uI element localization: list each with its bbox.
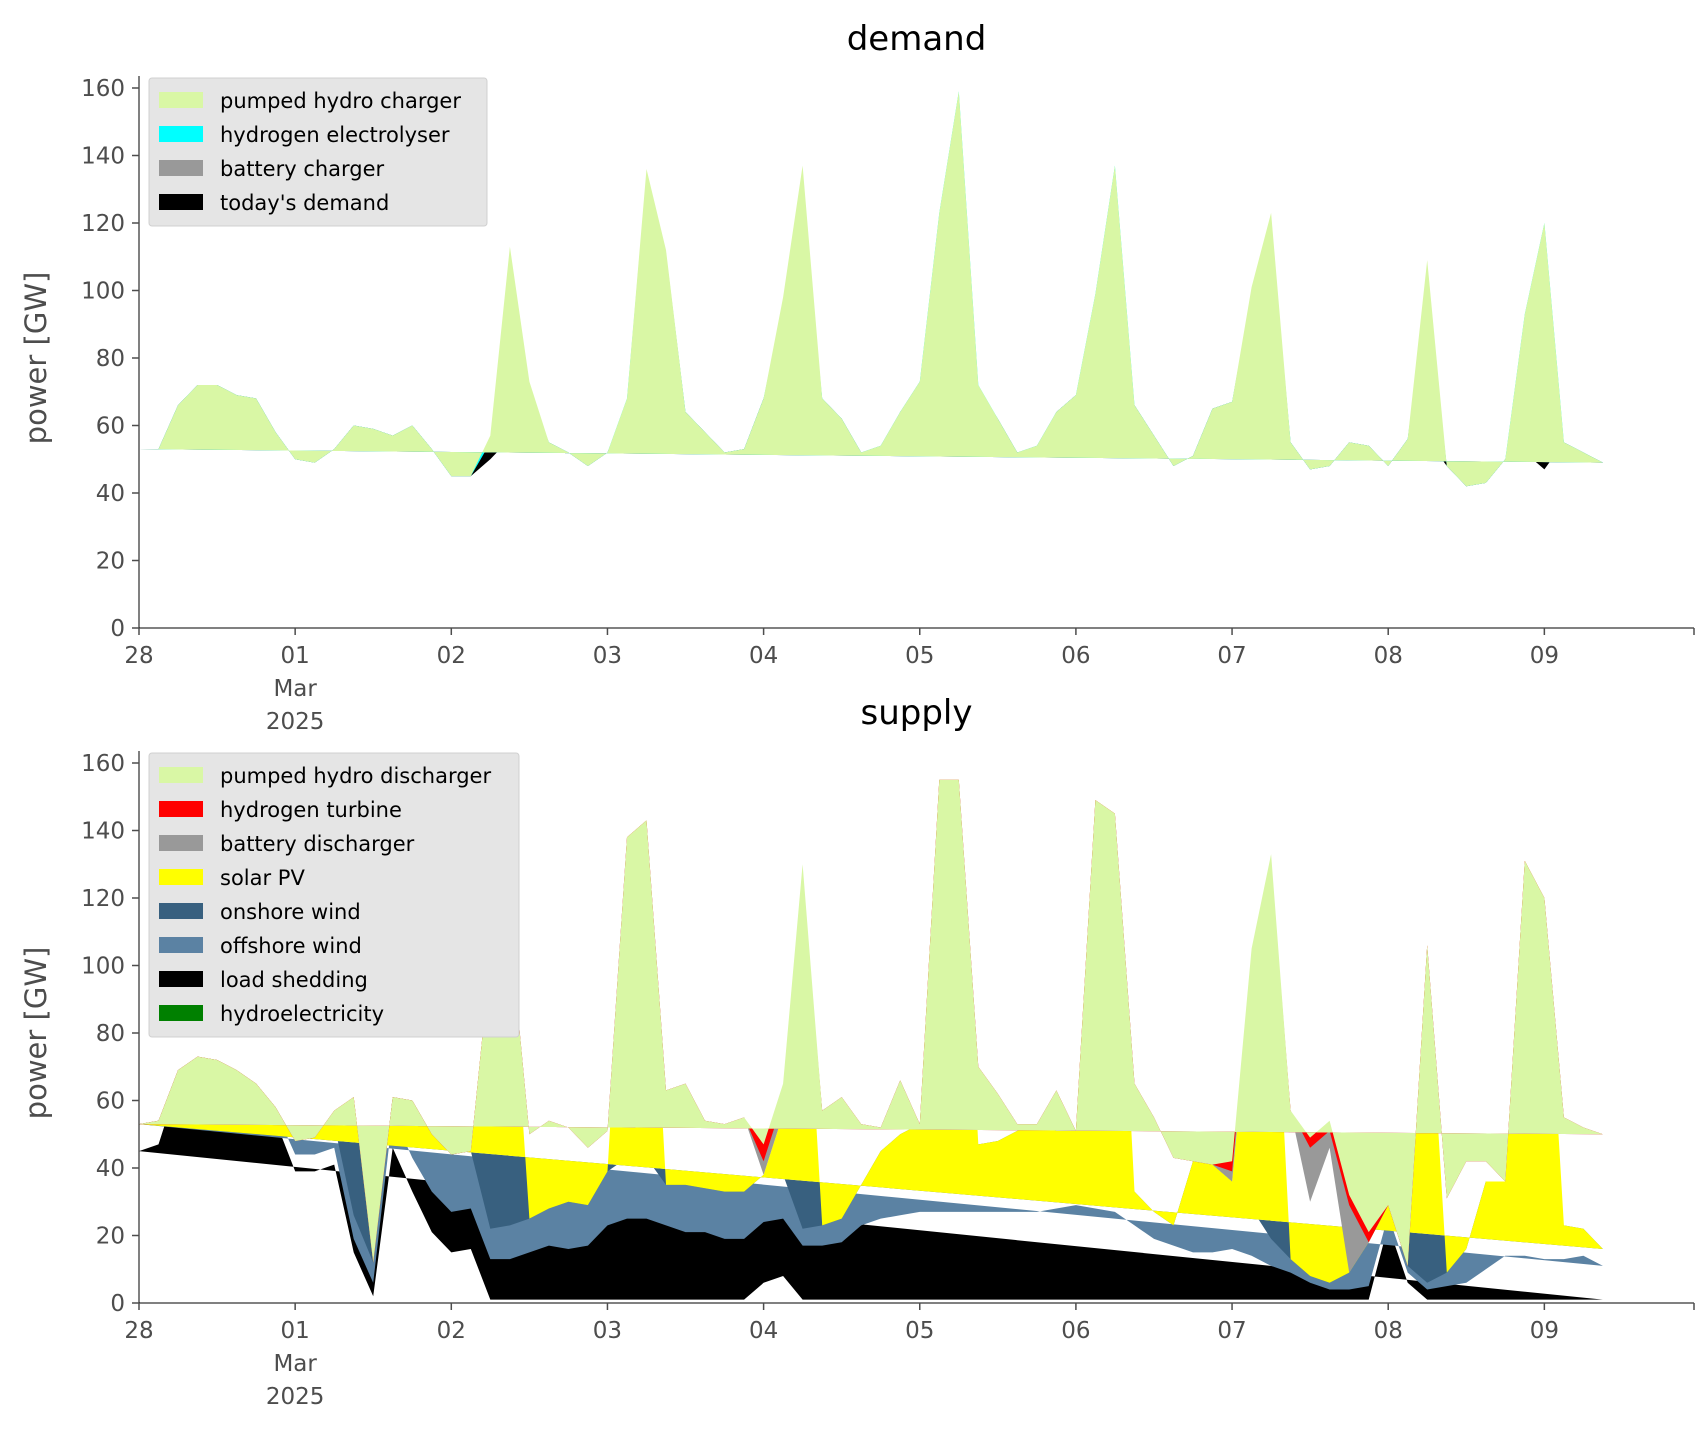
y-tick-label: 20 bbox=[96, 1224, 125, 1250]
x-tick-label: 01 bbox=[281, 1318, 310, 1344]
y-tick-label: 0 bbox=[110, 616, 125, 642]
y-tick-label: 120 bbox=[81, 886, 125, 912]
legend-swatch-hydroelectricity bbox=[159, 1005, 203, 1021]
legend-swatch-today-s-demand bbox=[159, 194, 203, 210]
x-tick-label: 03 bbox=[593, 1318, 622, 1344]
x-tick-label: 04 bbox=[749, 643, 778, 669]
x-tick-year-label: 2025 bbox=[266, 709, 325, 735]
y-tick-label: 140 bbox=[81, 819, 125, 845]
x-tick-label: 02 bbox=[437, 643, 466, 669]
legend-label-pumped-hydro-charger: pumped hydro charger bbox=[220, 89, 461, 113]
x-tick-label: 09 bbox=[1530, 643, 1559, 669]
x-tick-label: 08 bbox=[1374, 643, 1403, 669]
legend-swatch-onshore-wind bbox=[159, 903, 203, 919]
y-axis-label: power [GW] bbox=[19, 947, 53, 1120]
y-axis-label: power [GW] bbox=[19, 272, 53, 445]
x-tick-month-label: Mar bbox=[273, 1351, 317, 1377]
legend-swatch-hydrogen-electrolyser bbox=[159, 126, 203, 142]
x-tick-label: 02 bbox=[437, 1318, 466, 1344]
y-tick-label: 80 bbox=[96, 346, 125, 372]
chart-title: demand bbox=[847, 19, 987, 59]
x-tick-label: 28 bbox=[124, 1318, 153, 1344]
legend-label-hydrogen-turbine: hydrogen turbine bbox=[220, 798, 402, 822]
y-tick-label: 20 bbox=[96, 549, 125, 575]
legend-swatch-pumped-hydro-discharger bbox=[159, 767, 203, 783]
x-tick-label: 09 bbox=[1530, 1318, 1559, 1344]
legend-label-today-s-demand: today's demand bbox=[220, 191, 389, 215]
area-pumped-hydro-charger bbox=[139, 91, 1603, 487]
y-tick-label: 160 bbox=[81, 751, 125, 777]
x-tick-label: 04 bbox=[749, 1318, 778, 1344]
x-tick-month-label: Mar bbox=[273, 676, 317, 702]
x-tick-year-label: 2025 bbox=[266, 1384, 325, 1410]
area-solar-pv bbox=[139, 779, 1603, 1283]
legend-label-onshore-wind: onshore wind bbox=[220, 900, 361, 924]
x-tick-label: 06 bbox=[1061, 643, 1090, 669]
area-offshore-wind bbox=[139, 1060, 1603, 1290]
legend-swatch-battery-charger bbox=[159, 160, 203, 176]
x-tick-label: 28 bbox=[124, 643, 153, 669]
legend-label-battery-charger: battery charger bbox=[220, 157, 385, 181]
y-tick-label: 40 bbox=[96, 481, 125, 507]
legend-swatch-battery-discharger bbox=[159, 835, 203, 851]
legend: pumped hydro charger hydrogen electrolyse… bbox=[148, 77, 488, 227]
x-tick-label: 05 bbox=[905, 643, 934, 669]
legend-frame bbox=[148, 752, 520, 1038]
y-tick-label: 0 bbox=[110, 1291, 125, 1317]
y-tick-label: 120 bbox=[81, 211, 125, 237]
y-tick-label: 100 bbox=[81, 954, 125, 980]
x-tick-label: 03 bbox=[593, 643, 622, 669]
x-tick-label: 01 bbox=[281, 643, 310, 669]
y-tick-label: 140 bbox=[81, 144, 125, 170]
legend: pumped hydro discharger hydrogen turbine b… bbox=[148, 752, 520, 1038]
legend-label-solar-pv: solar PV bbox=[220, 866, 305, 890]
legend-label-battery-discharger: battery discharger bbox=[220, 832, 415, 856]
y-tick-label: 60 bbox=[96, 414, 125, 440]
legend-swatch-pumped-hydro-charger bbox=[159, 92, 203, 108]
chart-title: supply bbox=[861, 693, 973, 733]
legend-swatch-load-shedding bbox=[159, 971, 203, 987]
legend-frame bbox=[148, 77, 488, 227]
legend-swatch-solar-pv bbox=[159, 869, 203, 885]
demand-panel: 0 20 40 60 80 100 120 140 160 28 01 Mar 2025 02 03 04 05… bbox=[19, 19, 1695, 735]
y-tick-label: 160 bbox=[81, 76, 125, 102]
x-tick-label: 06 bbox=[1061, 1318, 1090, 1344]
supply-panel: 0 20 40 60 80 100 120 140 160 28 01 Mar 2025 02 03 04 05… bbox=[19, 693, 1695, 1410]
y-tick-label: 40 bbox=[96, 1156, 125, 1182]
y-tick-label: 100 bbox=[81, 279, 125, 305]
x-tick-label: 08 bbox=[1374, 1318, 1403, 1344]
legend-label-offshore-wind: offshore wind bbox=[220, 934, 362, 958]
area-layers bbox=[139, 91, 1603, 487]
legend-label-pumped-hydro-discharger: pumped hydro discharger bbox=[220, 764, 491, 788]
y-tick-label: 60 bbox=[96, 1089, 125, 1115]
legend-swatch-offshore-wind bbox=[159, 937, 203, 953]
legend-swatch-hydrogen-turbine bbox=[159, 801, 203, 817]
y-tick-label: 80 bbox=[96, 1021, 125, 1047]
legend-label-hydrogen-electrolyser: hydrogen electrolyser bbox=[220, 123, 450, 147]
x-tick-label: 05 bbox=[905, 1318, 934, 1344]
x-tick-label: 07 bbox=[1217, 1318, 1246, 1344]
legend-label-load-shedding: load shedding bbox=[220, 968, 368, 992]
x-tick-label: 07 bbox=[1217, 643, 1246, 669]
legend-label-hydroelectricity: hydroelectricity bbox=[220, 1002, 384, 1026]
area-layers bbox=[139, 779, 1603, 1300]
